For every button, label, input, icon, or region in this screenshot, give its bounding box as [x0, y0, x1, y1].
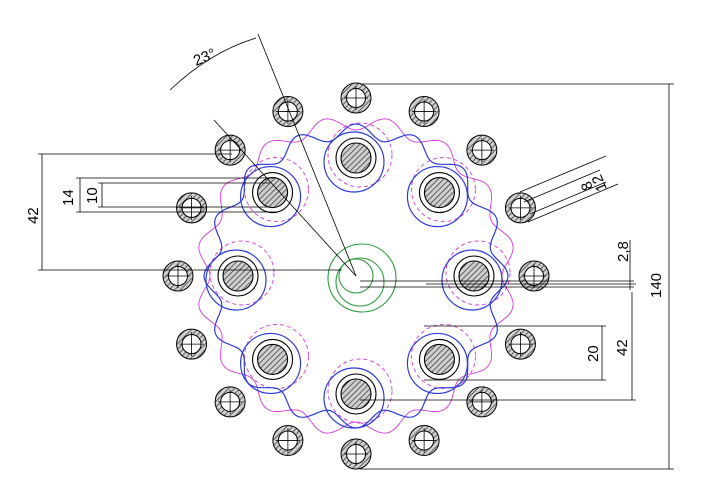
dim-14: 14: [60, 189, 77, 206]
ext-8-bottom: [529, 181, 607, 215]
inner-pink-arc: [327, 358, 393, 424]
inner-bolt: [423, 343, 455, 375]
inner-blue-arc: [323, 367, 385, 429]
dim-20: 20: [585, 345, 602, 362]
inner-pink-arc: [209, 240, 275, 306]
angle-leg-1: [257, 33, 357, 277]
inner-pink-arc: [410, 157, 476, 223]
inner-blue-arc: [441, 249, 503, 311]
angle-arc: [169, 37, 257, 91]
inner-pink-arc: [327, 122, 393, 188]
ext-12-top: [519, 155, 607, 193]
dim-2-8: 2,8: [615, 241, 632, 262]
dim-140: 140: [648, 273, 665, 298]
inner-bolt: [222, 260, 254, 292]
dim-angle-23: 23°: [191, 45, 219, 70]
inner-blue-arc: [406, 332, 469, 395]
center-hub: [327, 243, 397, 313]
inner-bolt: [257, 177, 289, 209]
inner-bolt: [340, 378, 372, 410]
inner-bolt: [257, 343, 289, 375]
inner-bolt-ring: [217, 137, 495, 415]
inner-blue-arc: [323, 131, 385, 193]
inner-blue-arc: [239, 165, 302, 228]
inner-bolt: [340, 142, 372, 174]
dim-12: 12: [589, 172, 611, 194]
ext-8-top: [523, 169, 601, 203]
blue-outline-layer: [203, 123, 509, 429]
dim-42-left: 42: [25, 207, 42, 224]
outer-bolt-ring: [162, 82, 550, 470]
hub-circle-inner: [338, 258, 374, 294]
angle-leg-2: [213, 119, 357, 277]
hub-circle-mid: [335, 257, 385, 307]
dim-10: 10: [84, 187, 101, 204]
inner-blue-arc: [239, 332, 302, 395]
inner-pink-arc: [445, 240, 511, 306]
inner-bolt: [458, 260, 490, 292]
inner-blue-arc: [205, 249, 267, 311]
ext-12-bottom: [527, 183, 619, 223]
dimension-lines: [38, 33, 674, 470]
pink-contour: [198, 118, 514, 434]
inner-pink-arc: [410, 323, 476, 389]
pink-construction-layer: [198, 118, 514, 434]
inner-bolt: [423, 177, 455, 209]
hub-circle-outer: [327, 243, 397, 313]
dim-42-right: 42: [614, 339, 631, 356]
inner-blue-arc: [406, 165, 469, 228]
